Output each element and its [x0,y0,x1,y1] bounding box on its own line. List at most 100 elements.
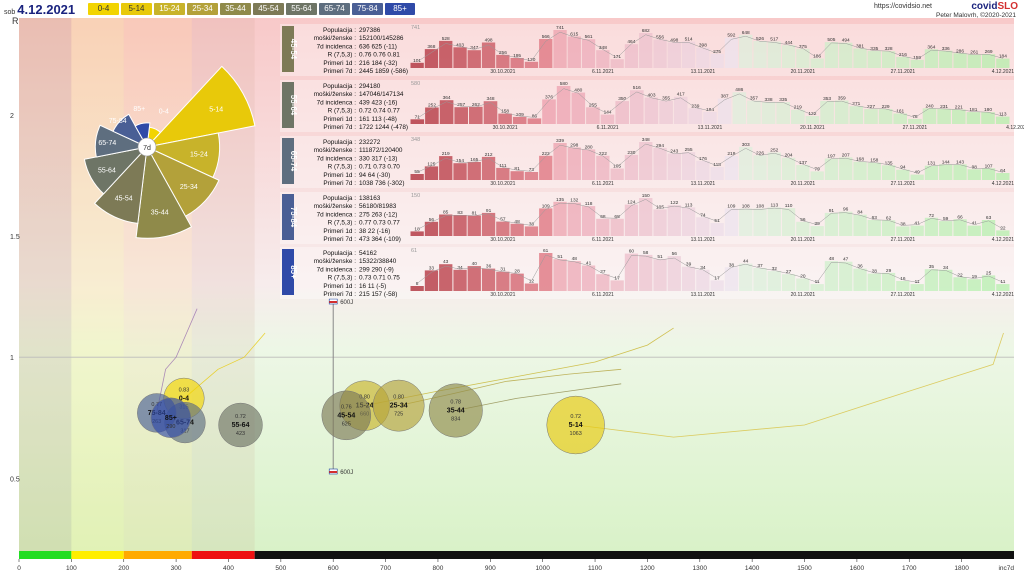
pie-slice-label: 65-74 [98,140,116,147]
panel-bar-label: 63 [986,215,992,221]
stat-label: 7d incidenca : [317,155,357,162]
panel-bar-label: 227 [867,104,875,110]
bubble-25-34 [372,379,425,432]
panel-bar-label: 44 [743,259,749,265]
stat-label: Populacija : [323,83,356,90]
panel-bar-label: 144 [604,110,612,116]
panel-bar-label: 184 [706,107,714,113]
panel-bar [810,171,824,180]
panel-bar [908,118,922,124]
bubble-age-label: 25-34 [390,403,408,410]
panel-bar [483,101,498,124]
panel-bar-label: 255 [589,102,597,108]
age-tab-0-4[interactable]: 0-4 [88,3,119,15]
panel-bar [981,112,995,124]
age-tab-45-54[interactable]: 45-54 [253,3,284,15]
age-tab-35-44[interactable]: 35-44 [220,3,251,15]
panel-bar-label: 184 [999,54,1007,60]
stat-label: R (7,5,3) : [328,108,357,115]
panel-bar-label: 34 [457,265,463,271]
age-tab-5-14[interactable]: 5-14 [121,3,152,15]
stat-label: 7d incidenca : [317,99,357,106]
panel-date-label: 20.11.2021 [791,237,816,243]
panel-bar-label: 60 [629,249,635,255]
panel-bar [681,152,696,180]
panel-bar [864,109,878,124]
panel-bar [410,119,425,124]
panel-bar [581,265,596,291]
stat-value: 297386 [359,27,381,34]
panel-bar-label: 350 [618,96,626,102]
stat-label: moški/ženske : [314,258,356,265]
panel-bar-label: 480 [574,88,582,94]
panel-bar [710,280,724,291]
panel-date-label: 30.10.2021 [490,181,515,187]
panel-bar [453,47,467,68]
stat-label: Primeri 7d : [323,291,356,298]
panel-bar [630,90,644,124]
stat-value: 0.72 0.74 0.77 [359,108,400,115]
panel-bar-label: 43 [443,259,449,265]
panel-bar [481,42,496,68]
x-tick-label: 1300 [693,565,708,572]
panel-bar [615,101,629,124]
panel-bar [496,167,510,180]
panel-bar-label: 271 [852,101,860,107]
stat-value: 0.73 0.71 0.75 [359,275,400,282]
panel-bar-label: 252 [770,148,778,154]
panel-bar [967,225,981,236]
panel-bar-label: 94 [900,165,906,171]
source-url[interactable]: https://covidsio.net [874,3,932,10]
age-tab-75-84[interactable]: 75-84 [352,3,383,15]
x-tick-label: 100 [66,565,77,572]
panel-bar [581,39,596,68]
pie-slice-label: 55-64 [98,167,116,174]
page-date: sob 4.12.2021 [4,2,75,17]
panel-bar [967,54,981,68]
panel-bar-label: 19 [972,274,978,280]
trajectory-line [183,332,266,399]
panel-bar-label: 86 [532,113,538,119]
panel-bar [739,263,753,291]
panel-bar-label: 204 [785,153,793,159]
y-axis-label: R [12,16,19,26]
panel-bar [753,41,767,68]
panel-bar-label: 262 [472,102,480,108]
age-tab-65-74[interactable]: 65-74 [319,3,350,15]
stat-value: 216 184 (-32) [359,60,397,67]
panel-date-label: 13.11.2021 [691,181,716,187]
panel-bar-label: 74 [700,212,706,218]
age-tab-85+[interactable]: 85+ [385,3,415,15]
panel-bar [796,48,810,68]
panel-bar-label: 84 [857,210,863,216]
panel-date-label: 4.12.2021 [992,181,1014,187]
panel-bar [724,156,739,180]
age-tab-55-64[interactable]: 55-64 [286,3,317,15]
panel-bar [467,266,481,291]
panel-bar-label: 580 [560,81,568,87]
panel-bar [467,162,481,180]
panel-date-label: 13.11.2021 [691,237,716,243]
age-tab-15-24[interactable]: 15-24 [154,3,185,15]
panel-age-badge [282,26,294,72]
panel-bar [439,40,453,68]
panel-bar [496,271,510,291]
bubble-35-44 [428,383,483,438]
panel-bar-label: 8 [416,281,419,287]
panel-bar-label: 230 [627,150,635,156]
age-tab-25-34[interactable]: 25-34 [187,3,218,15]
panel-bar-label: 240 [925,103,933,109]
x-tick-label: 1400 [745,565,760,572]
panel-bar [739,146,753,180]
panel-bar-label: 12 [529,279,535,285]
panel-bar-label: 56 [429,217,435,223]
stat-label: 7d incidenca : [317,43,357,50]
stat-label: R (7,5,3) : [328,220,357,227]
panel-age-badge [282,82,294,128]
panel-bar-label: 59 [943,216,949,222]
panel-bar [553,201,567,236]
panel-bar [781,208,796,236]
panel-bar-label: 22 [957,272,963,278]
panel-bar-label: 212 [485,152,493,158]
panel-bar-label: 219 [727,151,735,157]
